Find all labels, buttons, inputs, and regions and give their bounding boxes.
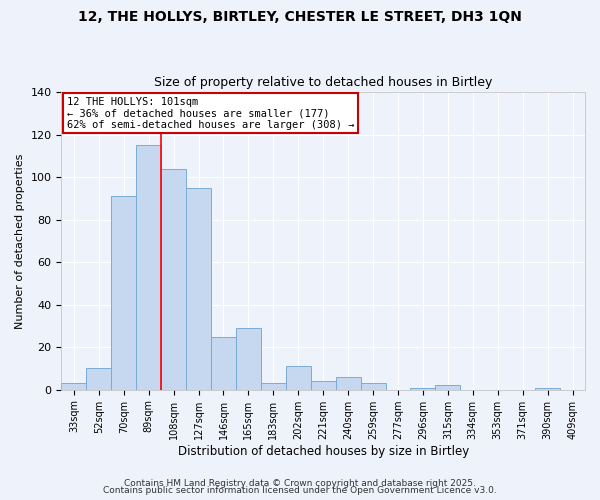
Bar (161, 168, 186, 390)
Bar (186, 188, 211, 390)
Bar (335, 377, 361, 390)
Text: Contains public sector information licensed under the Open Government Licence v3: Contains public sector information licen… (103, 486, 497, 495)
Text: Contains HM Land Registry data © Crown copyright and database right 2025.: Contains HM Land Registry data © Crown c… (124, 478, 476, 488)
Bar (111, 196, 136, 390)
Text: 12, THE HOLLYS, BIRTLEY, CHESTER LE STREET, DH3 1QN: 12, THE HOLLYS, BIRTLEY, CHESTER LE STRE… (78, 10, 522, 24)
Bar (535, 388, 560, 390)
Bar (136, 145, 161, 390)
Bar (436, 386, 460, 390)
X-axis label: Distribution of detached houses by size in Birtley: Distribution of detached houses by size … (178, 444, 469, 458)
Bar (286, 366, 311, 390)
Bar (211, 336, 236, 390)
Bar (236, 328, 261, 390)
Bar (86, 368, 111, 390)
Title: Size of property relative to detached houses in Birtley: Size of property relative to detached ho… (154, 76, 493, 90)
Bar (410, 388, 436, 390)
Bar (61, 384, 86, 390)
Bar (361, 384, 386, 390)
Bar (261, 384, 286, 390)
Y-axis label: Number of detached properties: Number of detached properties (15, 153, 25, 328)
Bar (311, 381, 335, 390)
Text: 12 THE HOLLYS: 101sqm
← 36% of detached houses are smaller (177)
62% of semi-det: 12 THE HOLLYS: 101sqm ← 36% of detached … (67, 96, 354, 130)
